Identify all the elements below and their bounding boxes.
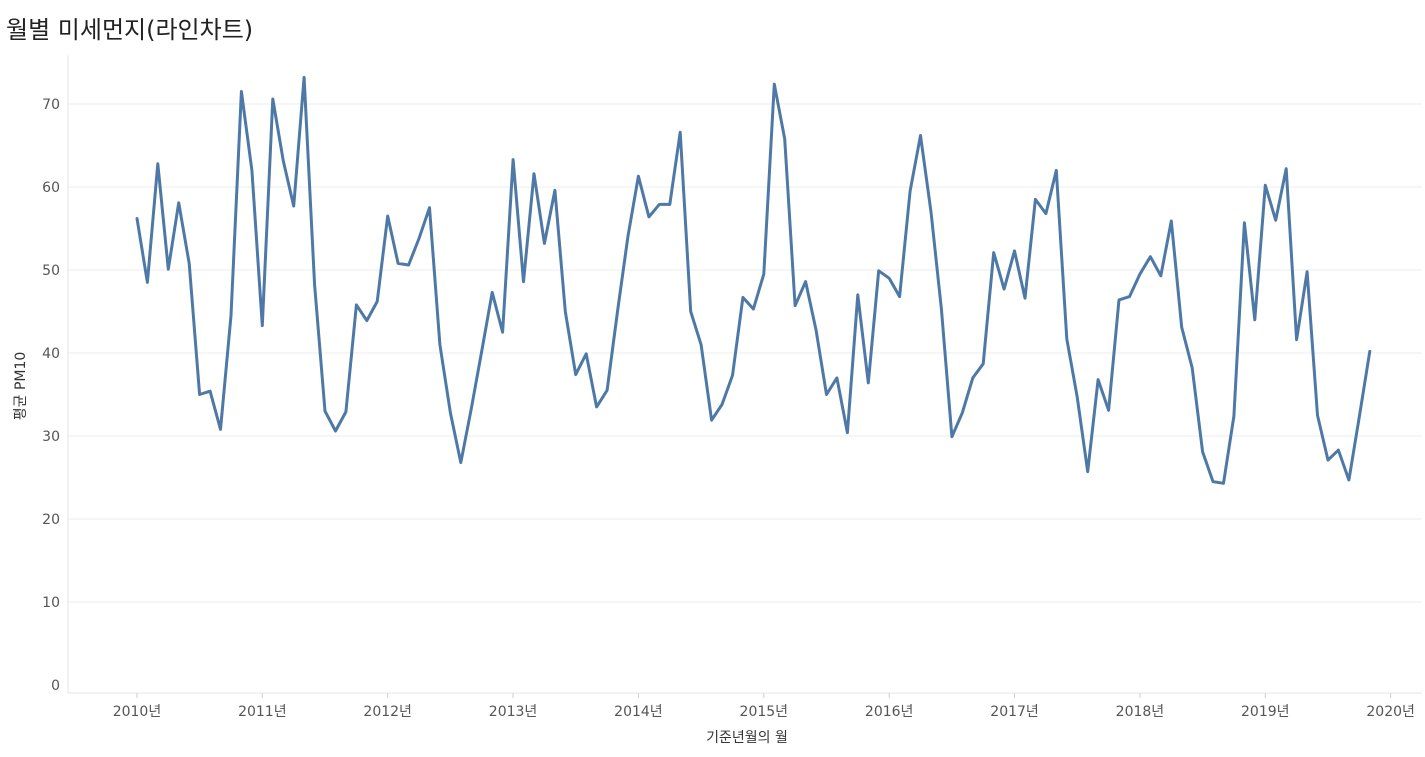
x-tick-label: 2017년 xyxy=(990,704,1039,720)
y-tick-label: 0 xyxy=(51,678,60,694)
x-axis-title: 기준년월의 월 xyxy=(706,730,788,746)
x-axis-ticks: 2010년 2011년 2012년 2013년 2014년 2015년 2016년 2017년… xyxy=(113,693,1415,720)
y-tick-label: 70 xyxy=(42,97,60,113)
y-axis-ticks: 0 10 20 30 40 50 60 70 xyxy=(42,97,60,694)
y-axis-title: 평균 PM10 xyxy=(13,352,29,421)
x-tick-label: 2016년 xyxy=(865,704,914,720)
x-tick-label: 2019년 xyxy=(1241,704,1290,720)
x-tick-label: 2014년 xyxy=(614,704,663,720)
series-line-pm10 xyxy=(135,75,1372,485)
page-title: 월별 미세먼지(라인차트) xyxy=(6,16,254,44)
x-tick-label: 2013년 xyxy=(489,704,538,720)
x-tick-label: 2020년 xyxy=(1366,704,1415,720)
y-tick-label: 50 xyxy=(42,263,60,279)
y-tick-label: 40 xyxy=(42,346,60,362)
y-tick-label: 10 xyxy=(42,595,60,611)
y-tick-label: 60 xyxy=(42,180,60,196)
gridlines xyxy=(68,103,1422,603)
x-tick-label: 2012년 xyxy=(363,704,412,720)
y-tick-label: 20 xyxy=(42,512,60,528)
x-tick-label: 2015년 xyxy=(740,704,789,720)
x-tick-label: 2011년 xyxy=(238,704,287,720)
x-tick-label: 2010년 xyxy=(113,704,162,720)
y-tick-label: 30 xyxy=(42,429,60,445)
x-tick-label: 2018년 xyxy=(1116,704,1165,720)
